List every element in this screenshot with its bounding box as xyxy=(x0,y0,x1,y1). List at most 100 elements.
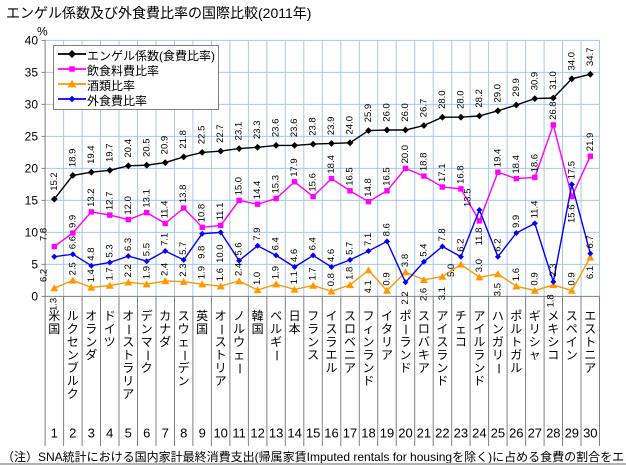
svg-text:6.2: 6.2 xyxy=(39,269,50,282)
svg-text:6.1: 6.1 xyxy=(585,266,596,279)
svg-text:10.8: 10.8 xyxy=(197,204,208,223)
svg-text:23.1: 23.1 xyxy=(234,122,245,141)
svg-text:13.2: 13.2 xyxy=(86,188,97,207)
svg-text:20.9: 20.9 xyxy=(160,136,171,155)
svg-text:11.1: 11.1 xyxy=(215,203,226,221)
svg-text:1.3: 1.3 xyxy=(49,298,60,311)
svg-text:15: 15 xyxy=(306,426,320,441)
svg-text:19.4: 19.4 xyxy=(492,149,503,168)
svg-text:30.9: 30.9 xyxy=(529,72,540,91)
svg-text:4.6: 4.6 xyxy=(289,249,300,262)
svg-text:18.4: 18.4 xyxy=(326,155,337,174)
svg-text:5.7: 5.7 xyxy=(345,242,356,255)
svg-text:15.6: 15.6 xyxy=(308,173,319,192)
svg-text:18.4: 18.4 xyxy=(511,155,522,174)
svg-text:6: 6 xyxy=(143,426,150,441)
svg-text:21.8: 21.8 xyxy=(178,130,189,149)
svg-text:23.3: 23.3 xyxy=(252,121,263,140)
svg-text:11.4: 11.4 xyxy=(160,201,171,219)
svg-text:8.6: 8.6 xyxy=(382,223,393,236)
svg-text:23.6: 23.6 xyxy=(289,119,300,138)
svg-text:2.4: 2.4 xyxy=(234,263,245,276)
svg-text:4.8: 4.8 xyxy=(86,247,97,260)
svg-text:26.7: 26.7 xyxy=(419,99,430,118)
svg-text:11.4: 11.4 xyxy=(529,201,540,219)
svg-text:4.6: 4.6 xyxy=(326,249,337,262)
svg-text:7.8: 7.8 xyxy=(39,228,50,241)
svg-text:1.6: 1.6 xyxy=(511,268,522,281)
svg-text:1.7: 1.7 xyxy=(308,267,319,280)
svg-text:26.0: 26.0 xyxy=(382,103,393,122)
svg-text:10: 10 xyxy=(25,226,39,240)
svg-text:18.9: 18.9 xyxy=(67,149,78,168)
svg-text:9.9: 9.9 xyxy=(511,215,522,228)
svg-text:13.5: 13.5 xyxy=(463,189,474,208)
svg-text:1.9: 1.9 xyxy=(271,266,282,279)
svg-text:30: 30 xyxy=(25,98,39,112)
svg-text:25: 25 xyxy=(25,130,39,144)
svg-text:1.9: 1.9 xyxy=(141,266,152,279)
svg-text:2.5: 2.5 xyxy=(67,262,78,275)
svg-text:26.0: 26.0 xyxy=(400,103,411,122)
svg-text:40: 40 xyxy=(25,34,39,48)
svg-text:22.5: 22.5 xyxy=(197,126,208,145)
svg-text:10.0: 10.0 xyxy=(215,244,226,263)
svg-text:35: 35 xyxy=(25,66,39,80)
svg-text:12.7: 12.7 xyxy=(104,192,115,211)
svg-text:20.0: 20.0 xyxy=(400,145,411,164)
svg-text:24: 24 xyxy=(472,426,486,441)
svg-text:26: 26 xyxy=(509,426,523,441)
svg-text:0: 0 xyxy=(31,290,38,304)
svg-text:%: % xyxy=(37,25,48,39)
svg-text:22.7: 22.7 xyxy=(215,124,226,143)
svg-text:6.6: 6.6 xyxy=(67,236,78,249)
svg-text:7.9: 7.9 xyxy=(252,228,263,241)
svg-text:22: 22 xyxy=(435,426,449,441)
svg-text:6.2: 6.2 xyxy=(455,238,466,251)
svg-text:34.0: 34.0 xyxy=(566,52,577,71)
svg-text:19.7: 19.7 xyxy=(104,144,115,163)
svg-text:20.4: 20.4 xyxy=(123,139,134,158)
svg-text:1.8: 1.8 xyxy=(545,294,556,307)
svg-text:17.1: 17.1 xyxy=(437,164,448,183)
svg-text:34.7: 34.7 xyxy=(585,48,596,67)
svg-text:0.9: 0.9 xyxy=(566,272,577,285)
svg-text:5.0: 5.0 xyxy=(446,264,457,277)
svg-text:28.0: 28.0 xyxy=(455,90,466,109)
svg-text:31.0: 31.0 xyxy=(548,71,559,90)
svg-text:19: 19 xyxy=(380,426,394,441)
svg-text:2.4: 2.4 xyxy=(160,263,171,276)
svg-text:8: 8 xyxy=(180,426,187,441)
svg-text:16.8: 16.8 xyxy=(455,165,466,184)
svg-text:26.8: 26.8 xyxy=(548,101,559,120)
svg-text:25: 25 xyxy=(491,426,505,441)
svg-text:0.9: 0.9 xyxy=(382,272,393,285)
svg-text:5.7: 5.7 xyxy=(178,242,189,255)
svg-text:23: 23 xyxy=(454,426,468,441)
svg-text:9.8: 9.8 xyxy=(197,246,208,259)
svg-text:6.4: 6.4 xyxy=(271,237,282,250)
svg-text:19.4: 19.4 xyxy=(86,145,97,164)
svg-text:15.3: 15.3 xyxy=(271,175,282,194)
svg-text:27: 27 xyxy=(528,426,542,441)
svg-text:29.9: 29.9 xyxy=(511,78,522,97)
svg-text:5.6: 5.6 xyxy=(234,242,245,255)
svg-text:20: 20 xyxy=(398,426,412,441)
svg-text:11.8: 11.8 xyxy=(474,228,485,246)
svg-text:1: 1 xyxy=(51,426,58,441)
svg-text:28.2: 28.2 xyxy=(474,89,485,108)
svg-text:5: 5 xyxy=(31,258,38,272)
svg-text:15: 15 xyxy=(25,194,39,208)
svg-text:2.6: 2.6 xyxy=(419,288,430,301)
svg-text:4: 4 xyxy=(106,426,113,441)
svg-text:6.4: 6.4 xyxy=(308,237,319,250)
svg-text:14.4: 14.4 xyxy=(252,181,263,200)
svg-text:11: 11 xyxy=(232,426,246,441)
svg-text:5.3: 5.3 xyxy=(104,244,115,257)
svg-text:18: 18 xyxy=(361,426,375,441)
svg-text:15.2: 15.2 xyxy=(49,172,60,191)
svg-text:14: 14 xyxy=(287,426,301,441)
svg-text:6.7: 6.7 xyxy=(585,235,596,248)
svg-text:5.5: 5.5 xyxy=(141,243,152,256)
svg-text:17: 17 xyxy=(343,426,357,441)
